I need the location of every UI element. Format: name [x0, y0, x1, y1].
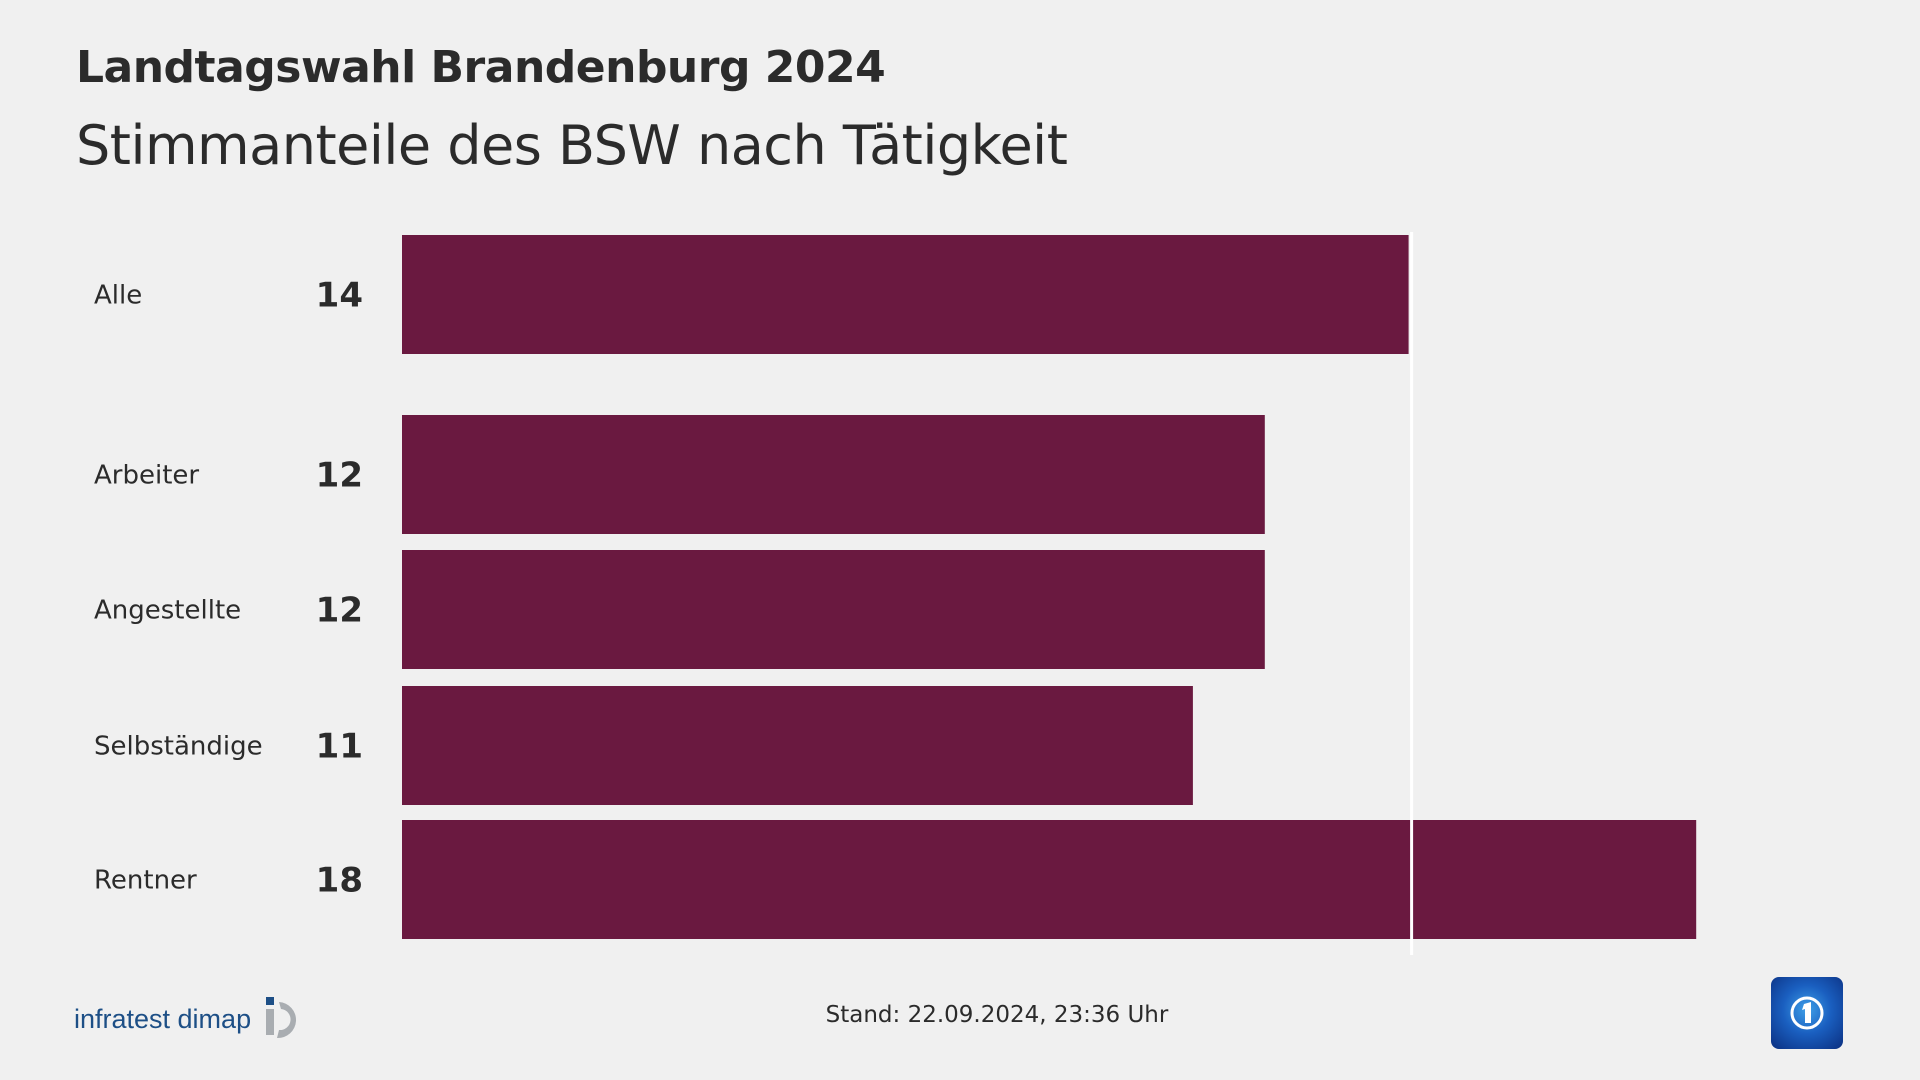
timestamp: Stand: 22.09.2024, 23:36 Uhr — [825, 1002, 1169, 1028]
chart-title: Landtagswahl Brandenburg 2024 — [76, 42, 886, 93]
value-label: 12 — [316, 456, 363, 496]
bar-selbständige — [402, 686, 1193, 805]
infratest-dimap-logo: infratest dimap — [74, 996, 309, 1042]
category-label: Rentner — [94, 866, 197, 896]
bar-angestellte — [402, 550, 1265, 669]
value-label: 11 — [316, 727, 363, 767]
category-label: Angestellte — [94, 596, 241, 626]
category-label: Selbständige — [94, 732, 263, 762]
infratest-dimap-icon — [266, 997, 297, 1039]
category-label: Arbeiter — [94, 461, 199, 491]
infratest-dimap-wordmark: infratest dimap — [74, 1003, 252, 1034]
tagesschau-icon — [1771, 977, 1843, 1049]
value-label: 14 — [316, 276, 363, 316]
bar-alle — [402, 235, 1409, 354]
value-label: 12 — [316, 591, 363, 631]
chart-subtitle: Stimmanteile des BSW nach Tätigkeit — [76, 114, 1068, 177]
bar-rentner — [402, 820, 1697, 939]
value-label: 18 — [316, 861, 363, 901]
bar-arbeiter — [402, 415, 1265, 534]
category-label: Alle — [94, 281, 142, 311]
